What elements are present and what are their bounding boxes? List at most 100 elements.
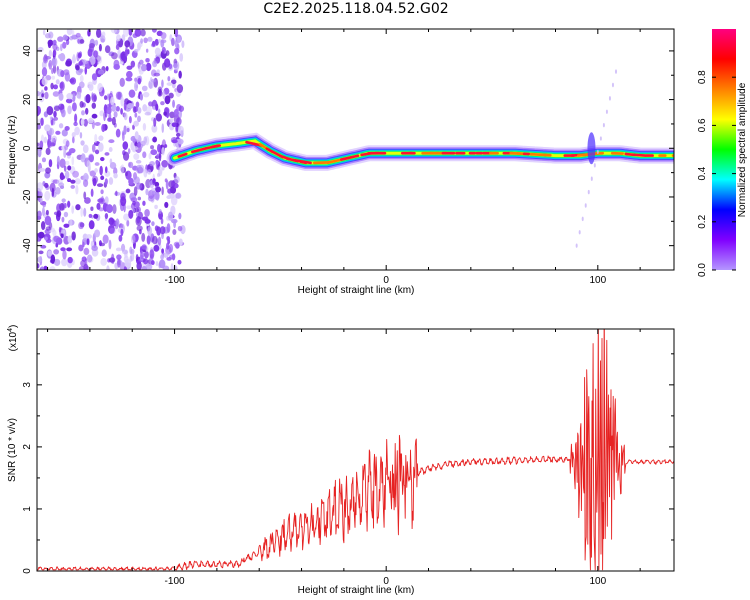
noise-speckle: [126, 70, 133, 78]
noise-speckle: [158, 38, 161, 43]
noise-speckle: [80, 140, 85, 146]
noise-speckle: [88, 42, 95, 49]
noise-speckle: [160, 254, 165, 260]
noise-speckle: [151, 40, 156, 47]
noise-speckle: [59, 82, 64, 89]
noise-speckle: [144, 219, 151, 224]
noise-speckle: [65, 60, 72, 67]
noise-speckle: [66, 92, 74, 100]
noise-speckle: [158, 209, 162, 214]
noise-speckle: [157, 108, 161, 114]
x-tick-label: -100: [165, 576, 185, 587]
ridge-artefact-trace: [599, 136, 602, 141]
noise-speckle: [136, 225, 143, 232]
noise-speckle: [91, 73, 98, 81]
noise-speckle: [173, 265, 178, 270]
ridge-artefact-trace: [602, 122, 605, 128]
noise-speckle: [104, 166, 108, 174]
noise-speckle: [44, 182, 49, 189]
noise-speckle: [132, 105, 137, 114]
colorbar-ticks: 0.0 0.2 0.4 0.6 0.8: [697, 70, 736, 277]
noise-speckle: [63, 223, 70, 228]
noise-speckle: [83, 191, 87, 200]
colorbar-gradient: [712, 29, 736, 270]
noise-speckle: [134, 29, 142, 37]
y-tick-label: 0: [22, 145, 33, 151]
noise-speckle: [78, 81, 85, 89]
noise-speckle: [71, 231, 76, 241]
noise-speckle: [62, 41, 67, 49]
noise-speckle: [148, 152, 152, 160]
noise-speckle: [154, 47, 161, 56]
noise-speckle: [37, 256, 43, 263]
noise-speckle: [115, 91, 122, 100]
noise-speckle: [71, 102, 77, 112]
noise-speckle: [122, 141, 129, 150]
noise-speckle: [172, 99, 175, 108]
noise-speckle: [140, 38, 144, 44]
noise-speckle: [44, 91, 49, 100]
noise-speckle: [80, 118, 85, 126]
noise-speckle: [162, 90, 166, 100]
noise-speckle: [149, 249, 155, 259]
noise-speckle: [49, 116, 53, 121]
noise-speckle: [102, 234, 109, 244]
noise-speckle: [56, 155, 60, 166]
noise-speckle: [178, 70, 182, 79]
noise-speckle: [51, 57, 58, 67]
noise-speckle: [163, 252, 169, 258]
noise-speckle: [132, 124, 135, 130]
noise-speckle: [166, 236, 171, 241]
noise-speckle: [115, 44, 120, 51]
noise-speckle: [161, 159, 169, 168]
noise-speckle: [82, 144, 89, 154]
noise-speckle: [94, 229, 101, 238]
noise-speckle: [55, 130, 61, 135]
noise-speckle: [142, 200, 146, 206]
noise-speckle: [48, 159, 53, 168]
snr-y-scale-label: (x104): [7, 325, 19, 352]
colorbar-tick-label: 0.4: [697, 166, 708, 180]
noise-speckle: [115, 106, 120, 112]
noise-speckle: [75, 32, 81, 38]
noise-speckle: [115, 190, 118, 197]
ridge-artefact-trace: [581, 216, 584, 222]
noise-speckle: [113, 172, 118, 179]
noise-speckle: [60, 232, 64, 239]
noise-speckle: [53, 235, 60, 243]
noise-speckle: [126, 65, 133, 70]
noise-speckle: [178, 238, 183, 246]
noise-speckle: [139, 93, 144, 101]
noise-speckle: [134, 48, 139, 53]
y-tick-label: 40: [22, 45, 33, 57]
noise-speckle: [135, 164, 143, 174]
noise-speckle: [62, 34, 68, 41]
noise-speckle: [166, 195, 172, 200]
noise-speckle: [79, 75, 84, 83]
noise-speckle: [151, 221, 155, 227]
noise-speckle: [67, 105, 72, 115]
noise-speckle: [97, 55, 103, 64]
colorbar-tick-label: 0.6: [697, 118, 708, 132]
noise-speckle: [108, 146, 113, 153]
colorbar-tick-label: 0.0: [697, 263, 708, 277]
noise-speckle: [150, 78, 157, 83]
noise-speckle: [117, 257, 121, 268]
y-tick-label: 2: [22, 444, 33, 450]
ridge-peak: [177, 152, 188, 158]
noise-speckle: [124, 40, 131, 48]
noise-speckle: [99, 110, 105, 117]
noise-speckle: [37, 142, 40, 147]
noise-speckle: [98, 43, 102, 52]
noise-speckle: [51, 187, 55, 197]
noise-speckle: [101, 124, 106, 133]
ridge-peak: [340, 154, 360, 161]
snr-y-scale-exp: 4: [7, 328, 14, 332]
noise-speckle: [53, 84, 58, 90]
noise-speckle: [113, 167, 118, 175]
noise-speckle: [51, 67, 54, 75]
noise-speckle: [173, 241, 181, 247]
noise-speckle: [143, 136, 148, 144]
noise-speckle: [71, 132, 76, 138]
noise-speckle: [136, 216, 141, 224]
